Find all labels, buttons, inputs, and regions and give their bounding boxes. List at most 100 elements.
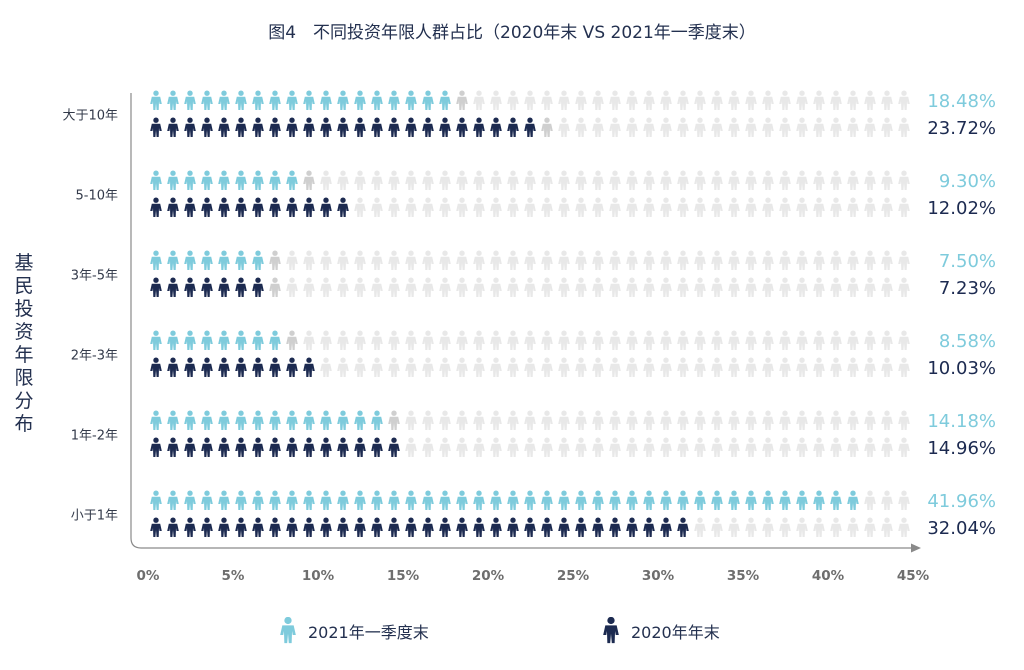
person-icon <box>609 277 621 297</box>
person-icon <box>252 170 264 190</box>
person-icon <box>490 517 502 537</box>
person-icon <box>660 517 672 537</box>
person-icon <box>643 197 655 217</box>
person-icon <box>830 277 842 297</box>
person-icon <box>235 437 247 457</box>
person-icon <box>779 410 791 430</box>
person-icon <box>881 250 893 270</box>
person-icon <box>864 330 876 350</box>
person-icon <box>371 117 383 137</box>
person-icon <box>677 277 689 297</box>
x-tick-labels: 0% 5% 10% 15% 20% 25% 30% 35% 40% 45% <box>137 568 930 584</box>
person-icon <box>269 170 281 190</box>
person-icon <box>405 357 417 377</box>
x-tick-label: 5% <box>222 568 245 584</box>
person-icon <box>524 170 536 190</box>
person-icon <box>677 330 689 350</box>
person-icon <box>898 490 910 510</box>
person-icon <box>473 197 485 217</box>
person-icon <box>150 490 162 510</box>
person-icon <box>422 117 434 137</box>
person-icon <box>303 170 315 190</box>
person-icon <box>796 437 808 457</box>
person-icon <box>541 277 553 297</box>
person-icon <box>592 437 604 457</box>
x-tick-label: 35% <box>727 568 760 584</box>
person-icon <box>252 410 264 430</box>
legend-item-2020: 2020年年末 <box>603 616 720 646</box>
person-icon <box>575 170 587 190</box>
person-icon <box>456 250 468 270</box>
person-icon <box>269 357 281 377</box>
person-icon <box>881 490 893 510</box>
person-icon <box>371 330 383 350</box>
person-icon <box>490 277 502 297</box>
person-icon <box>354 90 366 110</box>
x-tick-label: 25% <box>557 568 590 584</box>
person-icon <box>728 277 740 297</box>
person-icon <box>575 517 587 537</box>
person-icon <box>558 357 570 377</box>
person-icon <box>728 357 740 377</box>
person-icon <box>796 517 808 537</box>
person-icon <box>643 437 655 457</box>
person-icon <box>592 517 604 537</box>
person-icon <box>728 410 740 430</box>
person-icon <box>405 117 417 137</box>
person-icon <box>286 277 298 297</box>
person-icon <box>524 90 536 110</box>
person-icon <box>235 490 247 510</box>
person-icon <box>473 330 485 350</box>
person-icon <box>473 490 485 510</box>
person-icon <box>575 197 587 217</box>
person-icon <box>864 517 876 537</box>
person-icon <box>218 197 230 217</box>
person-icon <box>507 277 519 297</box>
person-icon <box>541 330 553 350</box>
person-icon <box>218 517 230 537</box>
person-icon <box>711 517 723 537</box>
person-icon <box>252 277 264 297</box>
person-icon <box>779 517 791 537</box>
person-icon <box>303 517 315 537</box>
person-icon <box>847 170 859 190</box>
person-icon <box>456 490 468 510</box>
person-icon <box>711 357 723 377</box>
person-icon <box>286 250 298 270</box>
person-icon <box>354 170 366 190</box>
x-tick-label: 20% <box>472 568 505 584</box>
person-icon <box>201 410 213 430</box>
person-icon <box>830 357 842 377</box>
person-icon <box>558 90 570 110</box>
person-icon <box>269 250 281 270</box>
person-icon <box>779 90 791 110</box>
person-icon <box>490 357 502 377</box>
person-icon <box>252 437 264 457</box>
person-icon <box>558 330 570 350</box>
person-icon <box>439 197 451 217</box>
icon-row <box>150 277 910 297</box>
person-icon <box>575 410 587 430</box>
person-icon <box>898 357 910 377</box>
person-icon <box>796 250 808 270</box>
value-label: 23.72% <box>927 118 996 139</box>
person-icon <box>813 197 825 217</box>
person-icon <box>354 410 366 430</box>
person-icon <box>320 437 332 457</box>
chart-title: 图4 不同投资年限人群占比（2020年末 VS 2021年一季度末） <box>268 23 756 43</box>
person-icon <box>626 250 638 270</box>
person-icon <box>354 250 366 270</box>
person-icon <box>422 410 434 430</box>
person-icon <box>711 250 723 270</box>
person-icon <box>864 357 876 377</box>
person-icon <box>626 490 638 510</box>
person-icon <box>337 250 349 270</box>
person-icon <box>184 517 196 537</box>
person-icon <box>796 197 808 217</box>
person-icon <box>677 170 689 190</box>
person-icon <box>813 517 825 537</box>
person-icon <box>813 437 825 457</box>
person-icon <box>694 330 706 350</box>
person-icon <box>456 170 468 190</box>
person-icon <box>473 277 485 297</box>
